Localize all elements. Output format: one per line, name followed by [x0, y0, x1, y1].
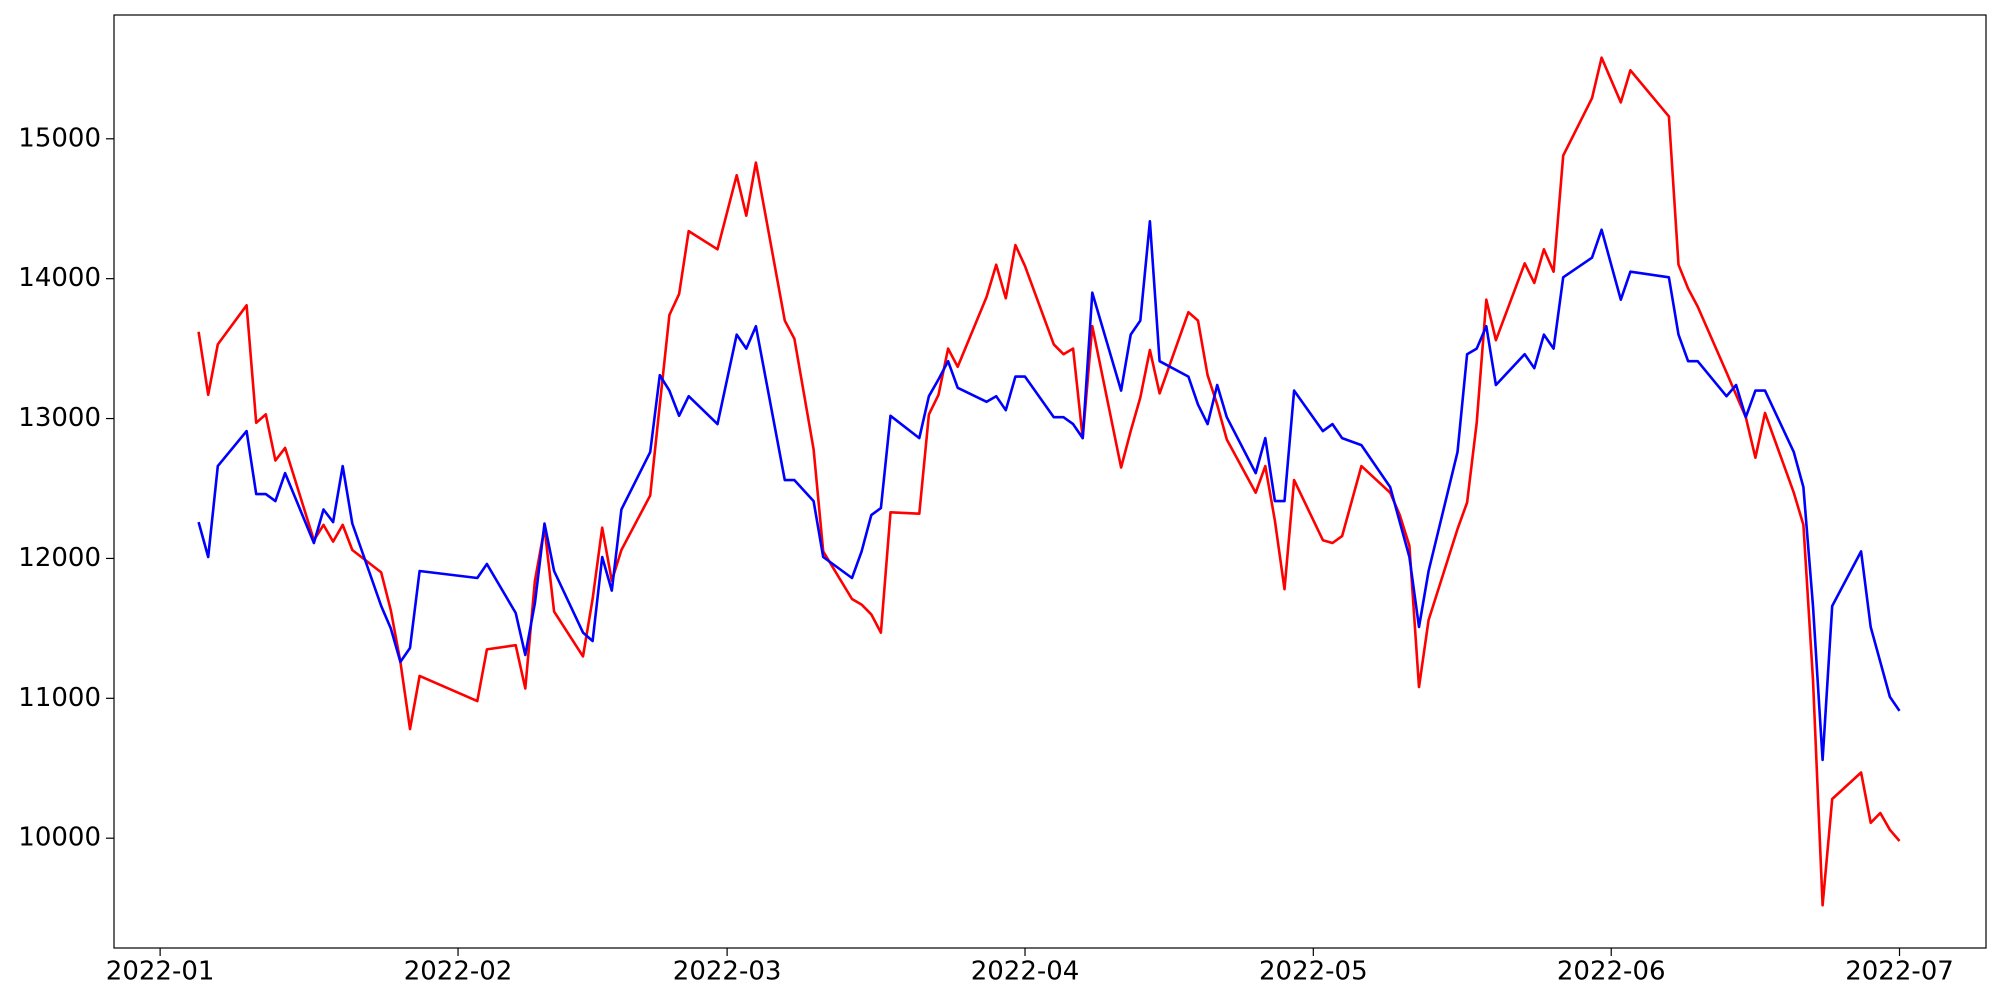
y-tick-label: 13000: [18, 403, 101, 433]
x-tick-label: 2022-06: [1557, 957, 1666, 987]
line-series: [197, 56, 1901, 907]
x-tick-label: 2022-05: [1259, 957, 1368, 987]
y-tick-label: 11000: [18, 683, 101, 713]
x-tick-label: 2022-07: [1845, 957, 1954, 987]
x-tick-label: 2022-03: [673, 957, 782, 987]
x-tick-label: 2022-04: [971, 957, 1080, 987]
y-tick-label: 15000: [18, 123, 101, 153]
x-tick-label: 2022-01: [106, 957, 215, 987]
y-tick-label: 12000: [18, 543, 101, 573]
y-tick-label: 14000: [18, 263, 101, 293]
plot-frame: [113, 14, 1987, 949]
x-tick-label: 2022-02: [404, 957, 513, 987]
y-tick-label: 10000: [18, 823, 101, 853]
line-series: [197, 220, 1901, 762]
